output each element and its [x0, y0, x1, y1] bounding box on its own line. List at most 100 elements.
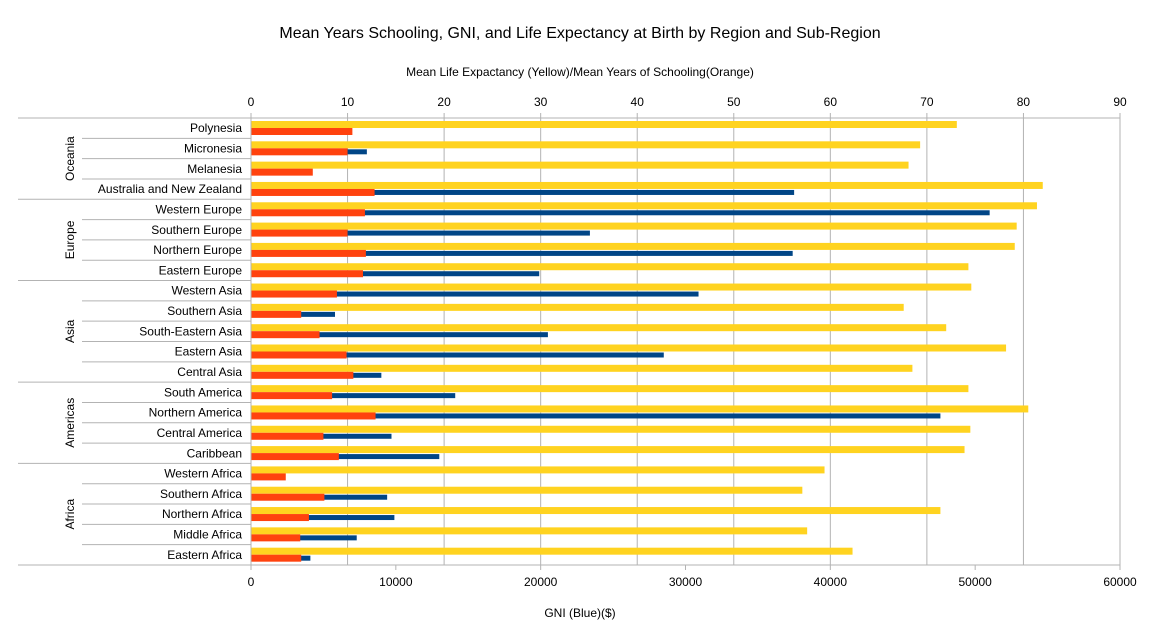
bottom-tick-label: 30000 [669, 575, 703, 589]
category-label: Middle Africa [173, 528, 242, 542]
top-tick-label: 70 [920, 95, 934, 109]
chart-title: Mean Years Schooling, GNI, and Life Expe… [279, 25, 880, 42]
bar-schooling [251, 392, 333, 400]
bar-schooling [251, 351, 347, 359]
bar-life-expectancy [251, 466, 825, 474]
category-label: Central Asia [177, 365, 242, 379]
category-label: Melanesia [187, 162, 242, 176]
bar-schooling [251, 128, 353, 135]
bar-life-expectancy [251, 425, 971, 433]
bar-schooling [251, 331, 320, 339]
category-label: Australia and New Zealand [98, 182, 242, 196]
group-label: Africa [63, 499, 77, 530]
category-label: Western Africa [164, 467, 242, 481]
category-label: Northern America [149, 406, 243, 420]
top-tick-label: 40 [631, 95, 645, 109]
bars [251, 121, 1043, 562]
top-tick-label: 20 [437, 95, 451, 109]
bar-gni [251, 271, 540, 277]
bar-schooling [251, 168, 313, 176]
bar-schooling [251, 514, 309, 522]
top-tick-label: 0 [248, 95, 255, 109]
bar-life-expectancy [251, 222, 1017, 230]
bar-gni [251, 393, 456, 399]
bar-schooling [251, 371, 354, 379]
bar-life-expectancy [251, 181, 1043, 189]
category-label: Western Europe [156, 202, 243, 216]
bar-gni [251, 515, 395, 521]
category-label: Southern Europe [151, 223, 242, 237]
bar-schooling [251, 534, 301, 542]
category-label: Northern Europe [153, 243, 242, 257]
category-label: Caribbean [187, 446, 242, 460]
bar-life-expectancy [251, 283, 972, 291]
top-tick-label: 30 [534, 95, 548, 109]
bar-schooling [251, 270, 364, 278]
axes: 0 10 20 30 40 50 60 70 80 90 0 10000 20000 30000 40000… [18, 95, 1137, 589]
bar-schooling [251, 188, 375, 196]
bar-schooling [251, 148, 348, 156]
bar-schooling [251, 310, 302, 318]
category-label: Eastern Europe [159, 263, 243, 277]
top-tick-label: 90 [1113, 95, 1127, 109]
bar-gni [251, 230, 590, 236]
top-tick-label: 80 [1017, 95, 1031, 109]
bottom-tick-label: 50000 [958, 575, 992, 589]
bottom-axis-label: GNI (Blue)($) [544, 606, 615, 620]
bar-life-expectancy [251, 263, 969, 271]
bar-gni [251, 454, 440, 460]
category-label: Eastern Asia [175, 345, 243, 359]
top-tick-label: 50 [727, 95, 741, 109]
category-label: Micronesia [184, 141, 242, 155]
bottom-tick-label: 60000 [1103, 575, 1137, 589]
bottom-tick-label: 40000 [814, 575, 848, 589]
category-labels: Polynesia Micronesia Melanesia Australia an… [18, 121, 251, 562]
bar-life-expectancy [251, 121, 957, 128]
bar-life-expectancy [251, 242, 1015, 250]
bottom-tick-label: 20000 [524, 575, 558, 589]
bar-schooling [251, 493, 325, 501]
bottom-tick-label: 10000 [379, 575, 413, 589]
category-label: Southern Asia [167, 304, 242, 318]
category-label: Northern Africa [162, 507, 242, 521]
group-label: Americas [63, 398, 77, 448]
bar-gni [251, 413, 941, 419]
bar-gni [251, 332, 548, 338]
category-label: Central America [157, 426, 243, 440]
bar-gni [251, 291, 699, 297]
bar-gni [251, 535, 357, 541]
bar-life-expectancy [251, 202, 1037, 210]
top-axis-label: Mean Life Expactancy (Yellow)/Mean Years… [406, 65, 754, 79]
bar-life-expectancy [251, 446, 965, 454]
top-tick-label: 60 [824, 95, 838, 109]
bar-schooling [251, 453, 339, 461]
bar-life-expectancy [251, 547, 853, 555]
bar-life-expectancy [251, 486, 803, 494]
bar-life-expectancy [251, 364, 913, 372]
group-label: Europe [63, 220, 77, 259]
bar-life-expectancy [251, 344, 1007, 352]
bar-schooling [251, 229, 348, 237]
category-label: Western Asia [172, 284, 243, 298]
category-label: South America [164, 385, 242, 399]
category-label: Southern Africa [160, 487, 242, 501]
category-label: South-Eastern Asia [139, 324, 242, 338]
bar-life-expectancy [251, 141, 921, 149]
bar-schooling [251, 554, 302, 562]
bar-life-expectancy [251, 161, 909, 169]
bar-life-expectancy [251, 324, 947, 332]
bar-gni [251, 352, 664, 358]
bar-gni [251, 189, 795, 195]
group-label: Asia [63, 319, 77, 343]
bar-schooling [251, 412, 376, 420]
category-label: Eastern Africa [167, 548, 242, 562]
bar-life-expectancy [251, 405, 1029, 413]
bar-life-expectancy [251, 303, 904, 311]
bar-gni [251, 210, 990, 216]
bottom-tick-label: 0 [248, 575, 255, 589]
bar-schooling [251, 473, 286, 481]
bar-schooling [251, 249, 366, 257]
bar-schooling [251, 290, 337, 298]
category-label: Polynesia [190, 121, 242, 135]
